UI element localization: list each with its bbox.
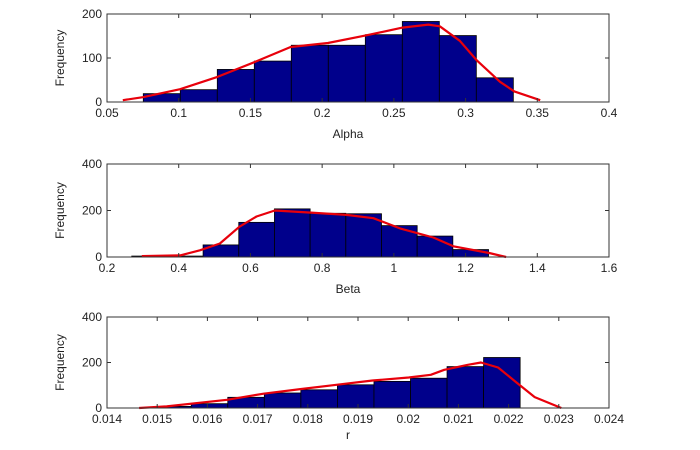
y-tick-label: 200: [82, 7, 102, 21]
x-tick-label: 0.02: [397, 412, 421, 426]
density-fit-curve: [141, 209, 507, 259]
x-tick-label: 0.05: [95, 106, 119, 120]
x-tick-label: 1.4: [529, 261, 546, 275]
x-tick-label: 1: [391, 261, 398, 275]
y-tick-label: 0: [95, 250, 102, 264]
x-tick-label: 0.15: [239, 106, 263, 120]
histogram-bar: [238, 221, 275, 258]
x-tick-label: 0.016: [192, 412, 222, 426]
y-tick-label: 100: [82, 51, 102, 65]
histogram-bar: [345, 213, 382, 258]
x-tick-label: 0.4: [601, 106, 618, 120]
y-tick-label: 0: [95, 401, 102, 415]
histogram-bar: [190, 403, 229, 409]
histogram-bar: [263, 392, 302, 409]
histogram-bar: [438, 35, 477, 103]
histogram-bar: [274, 208, 311, 258]
subplot-1: 0.05 0.1 0.15 0.2 0.25 0.3 0.35 0.4 0 100 200 Alpha…: [53, 7, 618, 141]
density-fit-curve: [122, 23, 541, 102]
x-tick-label: 0.25: [382, 106, 406, 120]
y-tick-label: 0: [95, 95, 102, 109]
histogram-bar: [401, 21, 440, 103]
x-tick-label: 0.014: [92, 412, 122, 426]
histogram-bar: [475, 77, 514, 103]
y-axis-label: Frequency: [53, 182, 67, 239]
x-tick-label: 0.017: [243, 412, 273, 426]
histogram-bar: [381, 225, 418, 258]
density-fit-curve: [139, 361, 562, 410]
x-tick-label: 0.6: [242, 261, 259, 275]
y-axis-label: Frequency: [53, 30, 67, 87]
histogram-bar: [327, 44, 366, 103]
x-tick-label: 0.3: [457, 106, 474, 120]
histogram-bar: [290, 44, 329, 103]
x-axis-label: Alpha: [333, 127, 364, 141]
histogram-bar: [309, 212, 347, 258]
y-tick-label: 400: [82, 310, 102, 324]
x-tick-label: 0.2: [99, 261, 116, 275]
histogram-bar: [364, 34, 403, 103]
x-tick-label: 0.018: [293, 412, 323, 426]
y-axis-label: Frequency: [53, 334, 67, 391]
x-tick-label: 0.1: [170, 106, 187, 120]
x-tick-label: 0.022: [494, 412, 524, 426]
x-axis-label: r: [346, 428, 350, 442]
y-tick-label: 400: [82, 157, 102, 171]
subplot-2: 0.2 0.4 0.6 0.8 1 1.2 1.4 1.6 0 200 400 Beta Frequen…: [53, 157, 618, 296]
y-tick-label: 200: [82, 204, 102, 218]
x-tick-label: 0.021: [443, 412, 473, 426]
x-tick-label: 0.2: [314, 106, 331, 120]
x-tick-label: 0.8: [314, 261, 331, 275]
x-tick-label: 0.023: [544, 412, 574, 426]
histogram-bar: [373, 380, 411, 409]
x-tick-label: 1.2: [457, 261, 474, 275]
subplot-3: 0.014 0.015 0.016 0.017 0.018 0.019 0.02 0.021 0…: [53, 310, 624, 442]
y-tick-label: 200: [82, 356, 102, 370]
histogram-bar: [253, 60, 292, 103]
x-tick-label: 0.4: [170, 261, 187, 275]
histogram-bar: [300, 389, 338, 409]
x-tick-label: 0.024: [594, 412, 624, 426]
histogram-bar: [179, 89, 218, 103]
histogram-bar: [452, 249, 489, 258]
x-tick-label: 0.35: [526, 106, 550, 120]
histogram-bar: [337, 384, 375, 409]
x-tick-label: 0.015: [142, 412, 172, 426]
x-axis-label: Beta: [336, 282, 361, 296]
x-tick-label: 0.019: [343, 412, 373, 426]
histogram-bar: [410, 377, 448, 409]
x-tick-label: 1.6: [601, 261, 618, 275]
histogram-bar: [446, 366, 485, 409]
